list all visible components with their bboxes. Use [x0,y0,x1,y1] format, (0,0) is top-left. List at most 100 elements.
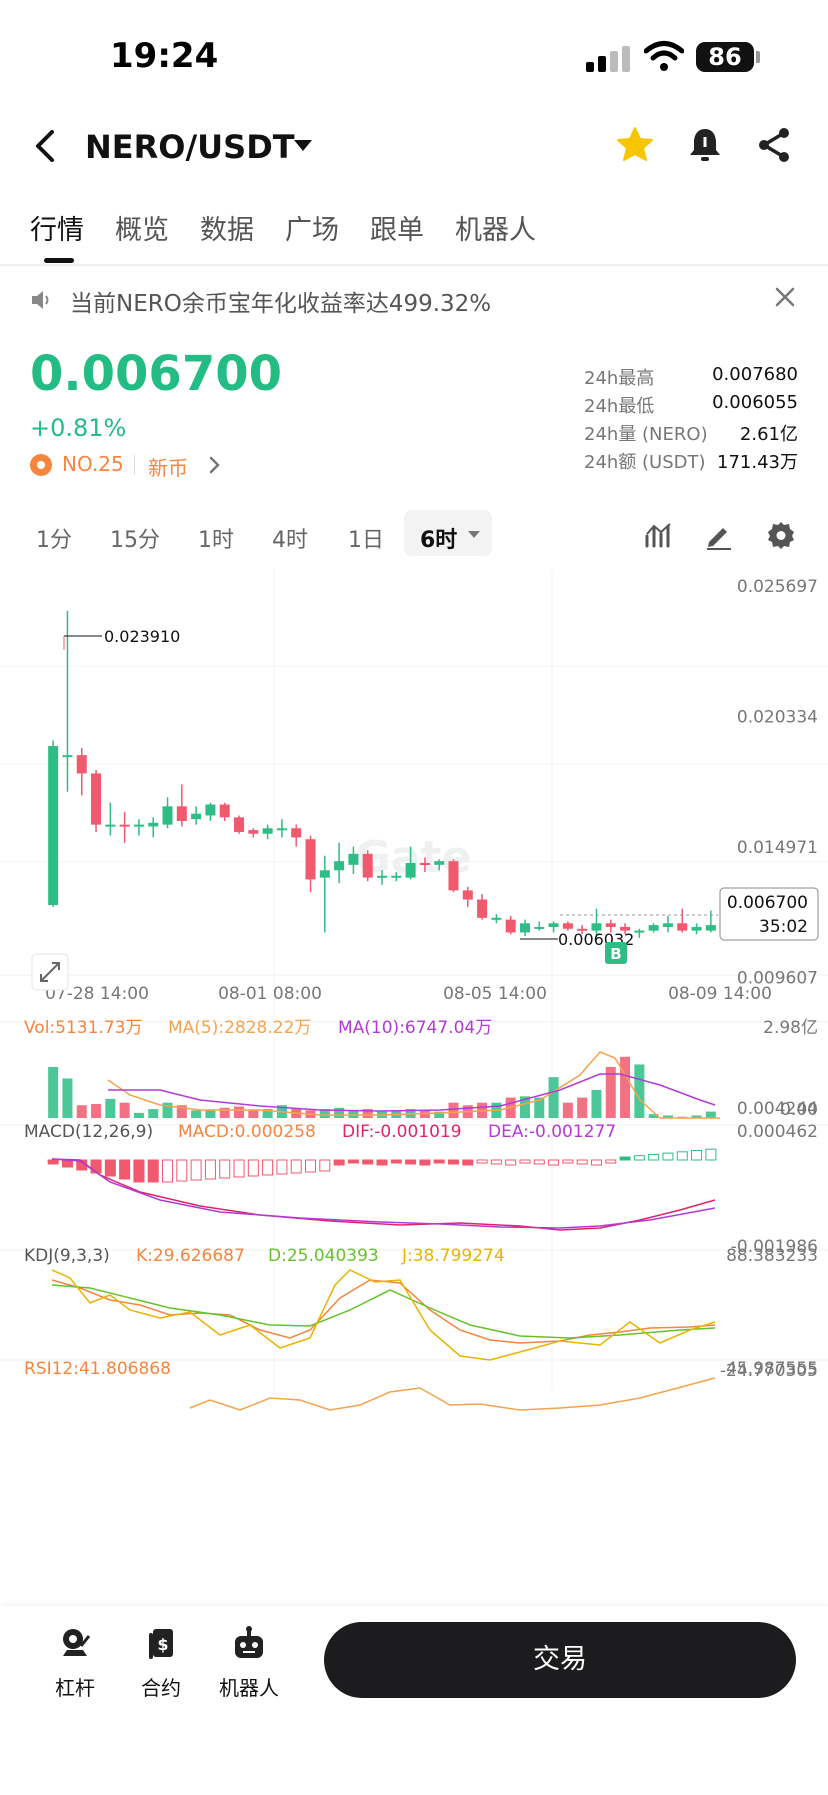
tab-bots[interactable]: 机器人 [455,215,536,246]
candle-body [48,746,59,906]
volume-bar [548,1077,559,1118]
candle-body [634,930,645,933]
volume-bar [133,1112,144,1118]
indicators-icon[interactable] [644,520,674,550]
stat-label: 24h额 (USDT) [584,452,706,473]
candle-body [133,824,144,827]
favorite-star-icon[interactable] [616,126,654,164]
macd-bar [490,1159,502,1165]
candle-body [434,861,445,865]
kline-chart[interactable]: Gate 0.0256970.0203340.0149710.0096070.0… [0,570,828,1600]
macd-bar [362,1159,374,1165]
candle-body [262,828,273,834]
draw-pencil-icon[interactable] [704,520,734,550]
rank-badge[interactable]: NO.25 [62,452,124,476]
interval-6h[interactable]: 6时 [404,510,492,556]
candle-body [219,804,230,818]
macd-bar [176,1159,188,1182]
macd-bar [562,1159,574,1164]
last-price-tag [719,887,819,941]
section-tabs: 行情 概览 数据 广场 跟单 机器人 [0,200,828,264]
wifi-icon [644,41,684,71]
price-alert-bell-icon[interactable] [688,126,722,164]
robot-icon [235,1626,263,1658]
new-coin-tag[interactable]: 新币 [148,456,188,480]
volume-bar [105,1098,116,1118]
stat-label: 24h量 (NERO) [584,424,708,445]
volume-ma5-label: MA(5):2828.22万 [168,1018,311,1038]
macd-bar [676,1151,688,1161]
tab-copy-trade[interactable]: 跟单 [370,215,424,246]
candle-body [91,773,102,825]
settings-gear-icon[interactable] [766,520,796,550]
interval-4h[interactable]: 4时 [272,528,308,553]
macd-bar [104,1159,116,1177]
stat-label: 24h最高 [584,368,655,389]
announcement-bar[interactable]: 当前NERO余币宝年化收益率达499.32% [0,276,828,326]
buy-marker[interactable] [605,942,627,964]
interval-1d[interactable]: 1日 [348,528,384,553]
24h-stats: 24h最高 0.007680 24h最低 0.006055 24h量 (NERO… [584,364,798,476]
tab-overview[interactable]: 概览 [115,215,169,246]
candle-body [691,926,702,931]
candle-body [448,861,459,891]
macd-bar [476,1159,488,1164]
announcement-text: 当前NERO余币宝年化收益率达499.32% [70,291,492,317]
close-icon[interactable] [774,286,796,308]
macd-value-label: MACD:0.000258 [178,1122,316,1142]
cellular-signal-icon [586,46,632,72]
nav-margin[interactable]: 杠杆 [40,1626,110,1701]
nav-futures[interactable]: $ 合约 [126,1626,196,1701]
candles [48,610,716,938]
time-axis-tick: 08-05 14:00 [443,984,547,1004]
back-arrow-icon[interactable] [28,126,64,166]
candle-body [677,923,688,931]
kdj-d-label: D:25.040393 [268,1246,379,1266]
nav-margin-label: 杠杆 [55,1676,95,1700]
candle-body [534,926,545,929]
macd-bar [204,1159,216,1180]
volume-bar [148,1109,159,1118]
chevron-right-icon[interactable] [206,455,222,475]
interval-15m[interactable]: 15分 [110,528,160,553]
futures-contract-icon: $ [149,1629,173,1659]
nav-bot-label: 机器人 [219,1676,279,1700]
rsi-line [189,1377,716,1411]
tab-market[interactable]: 行情 [30,215,84,246]
macd-bar [633,1155,645,1161]
pair-dropdown-icon[interactable] [294,140,312,151]
nav-bot[interactable]: 机器人 [214,1626,284,1701]
macd-axis-top: 0.000462 [737,1122,818,1142]
pair-title[interactable]: NERO/USDT [85,128,295,166]
price-axis-tick: 0.025697 [737,577,818,597]
tab-data[interactable]: 数据 [200,215,254,246]
candle-body [376,875,388,878]
price-axis-tick: 0.020334 [737,708,818,728]
interval-1m[interactable]: 1分 [36,528,72,553]
interval-1h[interactable]: 1时 [198,528,234,553]
interval-dropdown-icon [468,531,480,538]
share-icon[interactable] [756,126,792,164]
macd-bar [147,1159,159,1183]
macd-axis-bottom: -0.001986 [731,1237,818,1257]
tab-square[interactable]: 广场 [285,215,339,246]
macd-bar [90,1159,102,1174]
candle-body [419,862,430,865]
rsi-label: RSI12:41.806868 [24,1359,171,1379]
status-bar: 19:24 86 [0,0,828,110]
candle-body [548,923,559,927]
trade-button[interactable]: 交易 [324,1622,796,1698]
battery-level: 86 [696,42,754,72]
stat-row: 24h量 (NERO) 2.61亿 [584,420,798,448]
macd-bar [462,1159,474,1166]
macd-bar [619,1156,631,1161]
candle-body [362,853,373,878]
volume-bar [691,1115,702,1118]
fullscreen-expand-icon[interactable] [31,953,69,991]
candle-body [577,928,588,931]
volume-bar [562,1102,573,1118]
candle-body [477,899,488,918]
time-axis-tick: 08-01 08:00 [218,984,322,1004]
stat-row: 24h额 (USDT) 171.43万 [584,448,798,476]
macd-bar [276,1159,288,1175]
